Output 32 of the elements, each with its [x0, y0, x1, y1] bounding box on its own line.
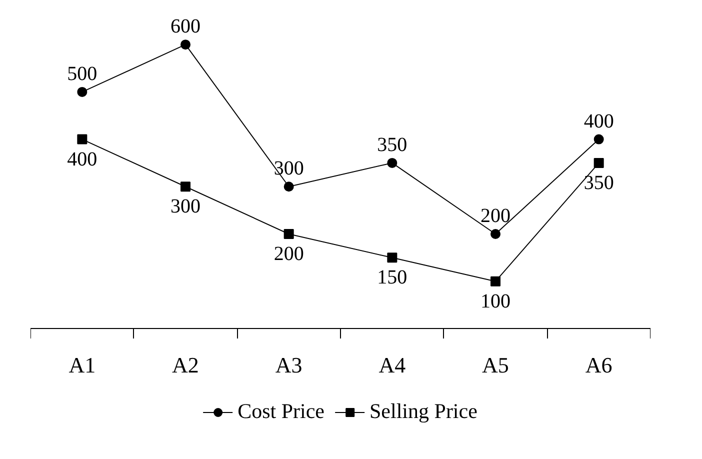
point — [77, 86, 88, 97]
x-tick-label: A6 — [585, 352, 612, 378]
point — [180, 182, 190, 192]
legend-label: Cost Price — [238, 399, 325, 424]
x-tick-label: A5 — [482, 352, 509, 378]
x-tick-label: A1 — [68, 352, 96, 378]
point — [490, 228, 500, 239]
point — [387, 158, 398, 168]
data-label: 300 — [274, 158, 304, 180]
data-label: 200 — [274, 242, 304, 265]
data-label: 400 — [67, 148, 98, 170]
data-label: 600 — [170, 16, 200, 38]
point — [490, 276, 500, 286]
data-label: 350 — [584, 172, 614, 194]
point — [284, 228, 294, 239]
point — [594, 134, 604, 144]
data-label: 100 — [480, 290, 510, 312]
point — [180, 40, 190, 50]
data-label: 150 — [377, 266, 408, 289]
data-label: 500 — [67, 62, 98, 85]
x-tick-label: A3 — [275, 352, 302, 378]
legend-label: Selling Price — [370, 399, 478, 424]
data-label: 200 — [480, 204, 510, 227]
point — [387, 252, 398, 263]
data-label: 400 — [584, 110, 614, 132]
x-tick-label: A4 — [378, 352, 406, 378]
point — [284, 182, 294, 192]
point — [77, 134, 88, 144]
x-tick-label: A2 — [172, 352, 199, 378]
data-label: 350 — [377, 134, 408, 156]
data-label: 300 — [170, 196, 200, 218]
point — [594, 158, 604, 168]
